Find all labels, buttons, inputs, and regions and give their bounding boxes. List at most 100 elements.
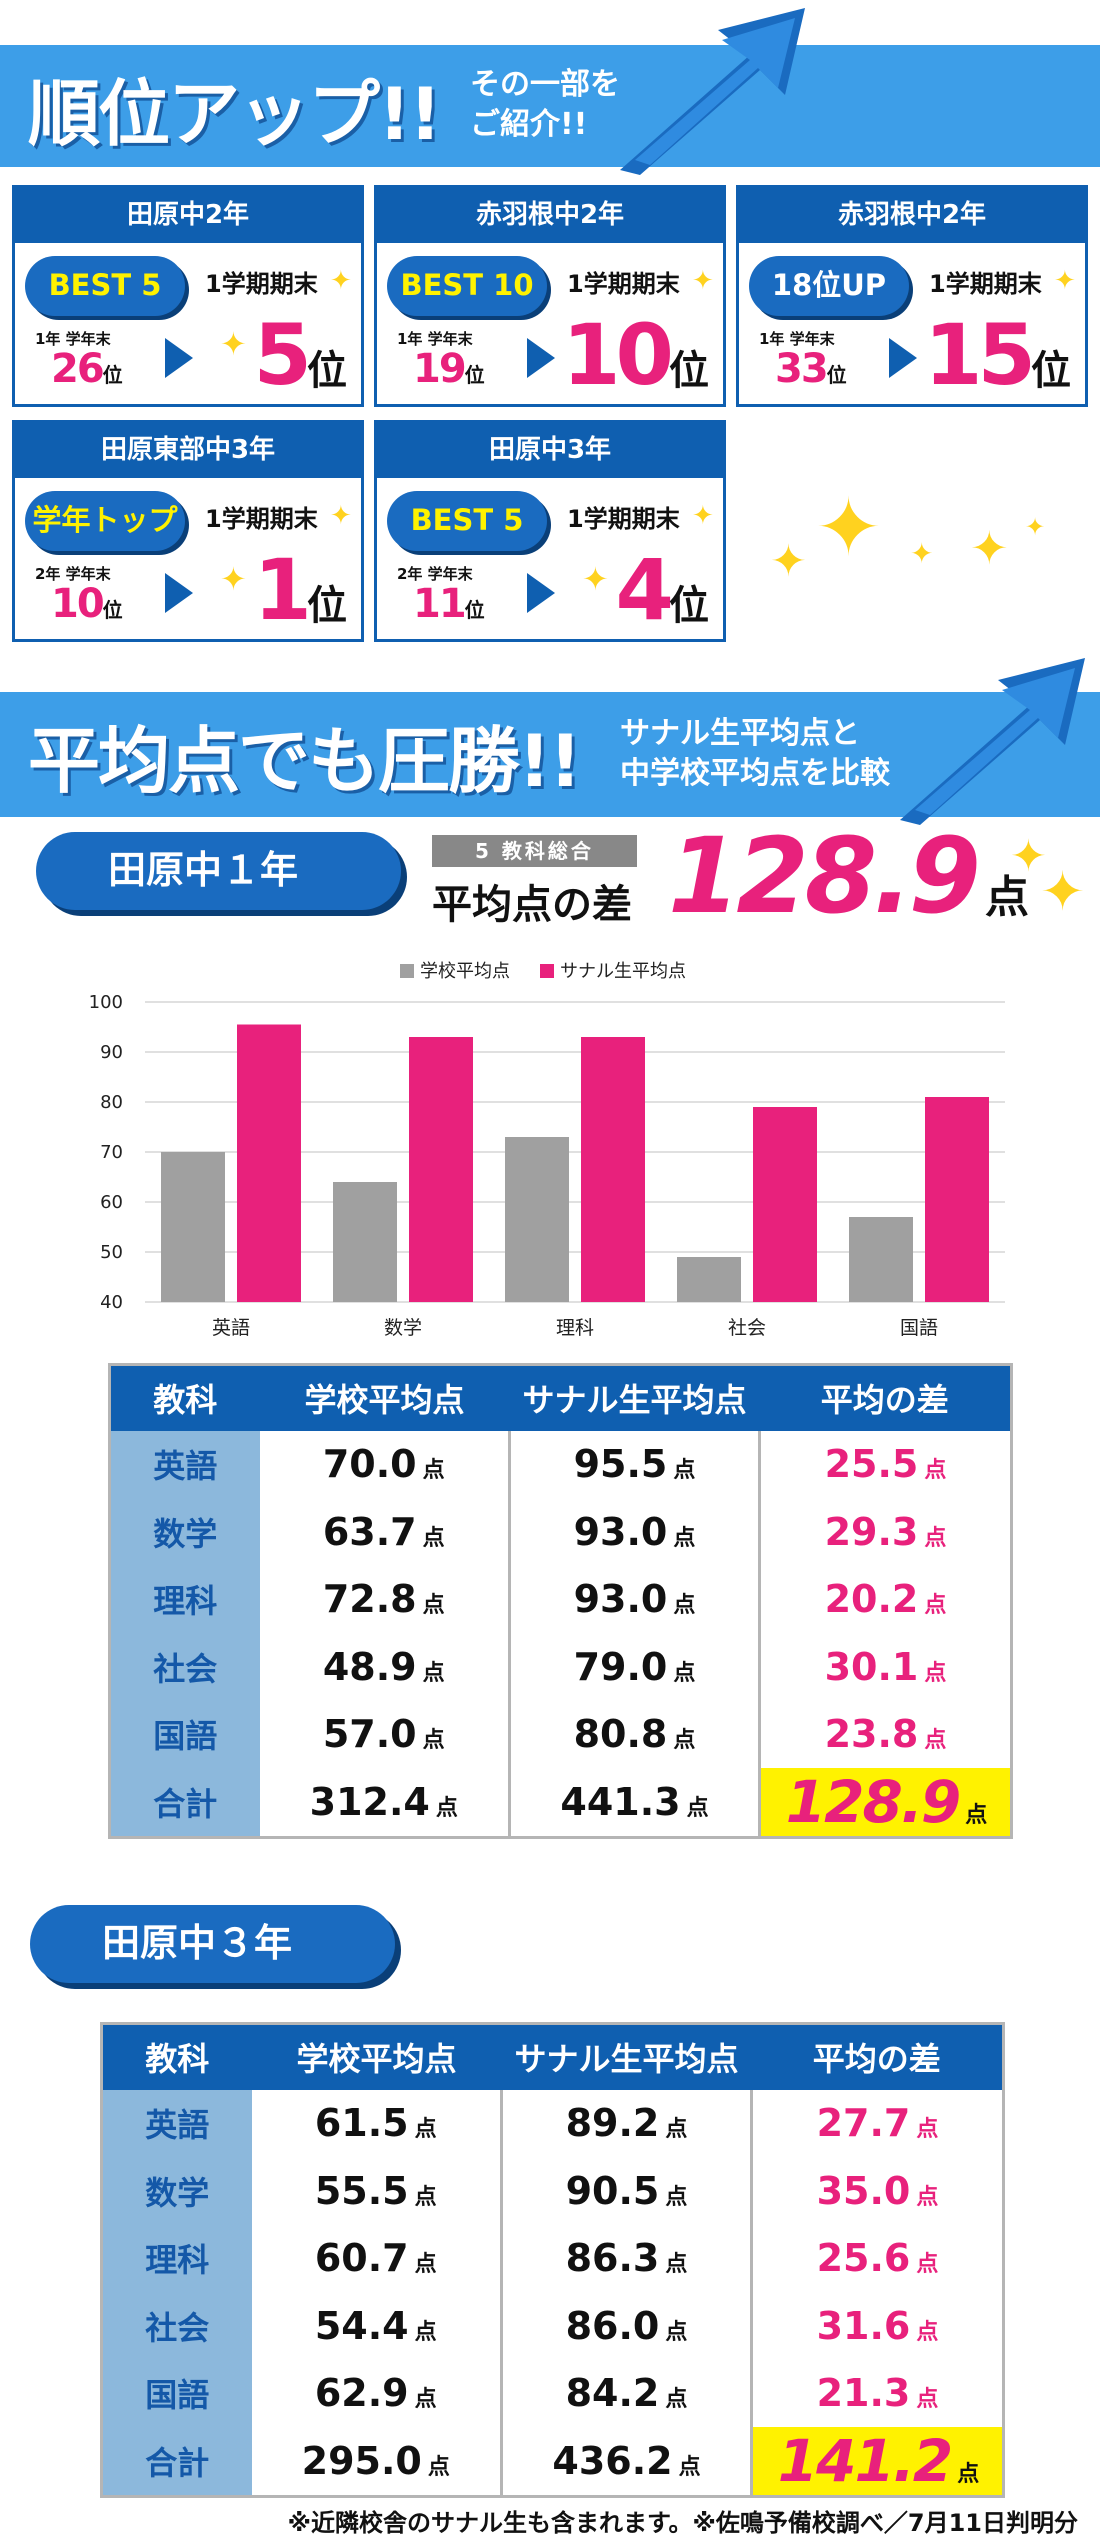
cell-value: 29.3 [824,1509,919,1554]
header-subject: 教科 [101,2023,252,2090]
table-row: 社会 48.9 点 79.0 点 30.1 点 [109,1633,1012,1701]
up-arrow-icon [900,658,1085,825]
cell-unit: 点 [673,1525,696,1551]
cell-unit: 点 [414,2184,437,2210]
cell-school-avg: 48.9 点 [260,1633,510,1701]
average-subtitle-line1: サナル生平均点と [620,716,860,751]
bar-sanaru [237,1024,301,1302]
cell-sanaru-avg: 436.2 点 [500,2427,752,2497]
header-sanaru-avg: サナル生平均点 [509,1364,760,1431]
right-triangle-icon [165,573,193,613]
cell-value: 62.9 [314,2371,409,2416]
cell-subject: 社会 [109,1633,260,1701]
sparkle-icon: ✦ [330,501,352,531]
cell-value: 21.3 [816,2371,911,2416]
cell-diff: 30.1 点 [758,1633,1012,1701]
sparkle-icon: ✦ [815,481,883,574]
x-tick-label: 国語 [900,1317,938,1339]
cell-school-avg: 55.5 点 [252,2157,502,2225]
cell-value: 30.1 [824,1644,919,1689]
cell-value: 23.8 [824,1712,919,1757]
cell-sanaru-avg: 93.0 点 [508,1565,760,1633]
card-prev-rank: 10位 [51,581,123,627]
bar-school [849,1217,913,1302]
cell-diff: 21.3 点 [750,2359,1004,2427]
cell-unit: 点 [673,1593,696,1619]
grade1-tag: 田原中１年 [36,832,401,910]
rank-up-subtitle-line2: ご紹介!! [470,107,588,142]
cell-value: 80.8 [573,1712,668,1757]
cell-sanaru-avg: 84.2 点 [500,2359,752,2427]
sparkle-icon: ✦ [692,266,714,296]
sparkle-icon: ✦ [910,537,934,570]
y-tick-label: 40 [100,1292,123,1313]
cell-unit: 点 [422,1458,445,1484]
cell-subject: 国語 [109,1700,260,1768]
cell-value: 55.5 [314,2168,409,2213]
cell-value: 54.4 [314,2303,409,2348]
cell-subject: 合計 [101,2427,252,2497]
cell-value: 理科 [145,2241,210,2280]
cell-diff: 31.6 点 [750,2292,1004,2360]
cell-unit: 点 [916,2252,939,2278]
cell-sanaru-avg: 89.2 点 [500,2089,752,2157]
cell-subject: 国語 [101,2359,252,2427]
cell-school-avg: 312.4 点 [260,1768,510,1838]
y-tick-label: 90 [100,1042,123,1063]
card-current-rank: 15位 [924,306,1071,404]
cell-unit: 点 [422,1593,445,1619]
cell-value: 数学 [153,1514,218,1553]
sparkle-icon: ✦ [582,560,609,598]
sparkle-icon: ✦ [1010,831,1047,882]
card-prev-label: 1年 学年末 [35,330,111,348]
table-row: 国語 62.9 点 84.2 点 21.3 点 [101,2359,1004,2427]
up-arrow-icon [620,8,805,175]
cell-value: 合計 [153,1785,218,1823]
diff-label-small: 5 教科総合 [432,835,637,867]
rank-up-title: 順位アップ!! [28,72,442,156]
card-badge: BEST 5 [25,256,185,316]
cell-unit: 点 [673,1728,696,1754]
sparkle-icon: ✦ [1040,860,1086,923]
cell-value: 436.2 [552,2439,673,2483]
card-term: 1学期期末 [205,270,318,298]
cell-subject: 数学 [101,2157,252,2225]
cell-value: 141.2 [777,2427,953,2495]
cell-value: 89.2 [565,2101,660,2146]
grade3-tag: 田原中３年 [30,1905,395,1983]
legend-swatch [400,964,414,978]
header-diff: 平均の差 [759,1364,1012,1431]
card-prev-label: 1年 学年末 [397,330,473,348]
cell-diff: 128.9 点 [758,1768,1012,1838]
grade3-table: 教科 学校平均点 サナル生平均点 平均の差 英語 61.5 点 89.2 点 27.7 点数… [100,2022,1005,2498]
cell-unit: 点 [665,2319,688,2345]
table-row: 理科 60.7 点 86.3 点 25.6 点 [101,2224,1004,2292]
sparkle-icon: ✦ [692,501,714,531]
cell-value: 84.2 [565,2371,660,2416]
cell-value: 社会 [153,1649,218,1688]
card-current-rank: 1位 [253,541,347,639]
card-term: 1学期期末 [205,505,318,533]
header-school-avg: 学校平均点 [259,1364,510,1431]
cell-unit: 点 [673,1458,696,1484]
table-row: 英語 70.0 点 95.5 点 25.5 点 [109,1430,1012,1498]
average-subtitle: サナル生平均点と 中学校平均点を比較 [620,714,890,794]
diff-label: 平均点の差 [432,882,632,928]
rank-up-subtitle-line1: その一部を [470,67,620,102]
cell-value: 72.8 [322,1577,417,1622]
card-prev-label: 2年 学年末 [35,565,111,583]
cell-unit: 点 [678,2455,701,2480]
cell-sanaru-avg: 80.8 点 [508,1700,760,1768]
cell-sanaru-avg: 86.0 点 [500,2292,752,2360]
cell-subject: 理科 [109,1565,260,1633]
cell-value: 90.5 [565,2168,660,2213]
x-tick-label: 社会 [728,1317,766,1339]
cell-sanaru-avg: 441.3 点 [508,1768,760,1838]
cell-school-avg: 295.0 点 [252,2427,502,2497]
cell-value: 国語 [153,1717,218,1756]
diff-total-value: 128.9 点 [668,815,1029,937]
cell-value: 31.6 [816,2303,911,2348]
average-title: 平均点でも圧勝!! [28,719,582,803]
bar-school [505,1137,569,1302]
cell-value: 合計 [145,2444,210,2482]
